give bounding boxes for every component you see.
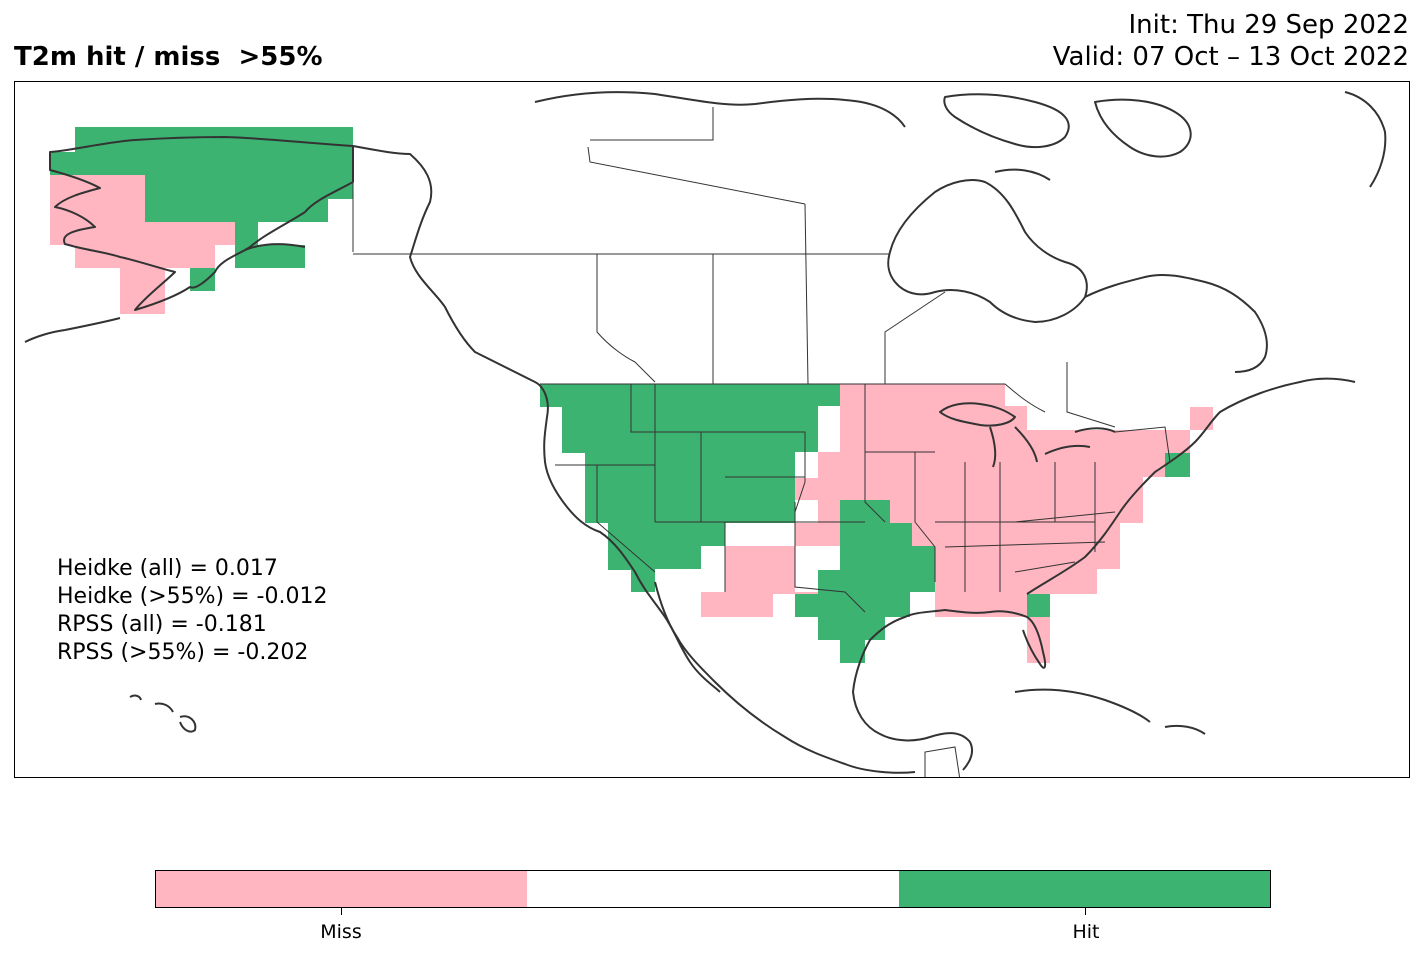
alaska-hit-cell xyxy=(235,245,305,268)
colorbar xyxy=(155,870,1271,908)
init-date: Init: Thu 29 Sep 2022 xyxy=(1128,10,1409,40)
florida-hit-cell xyxy=(1027,594,1050,617)
alaska-hit-cell xyxy=(235,222,258,245)
colorbar-label-hit: Hit xyxy=(1072,921,1100,943)
west-hit-region xyxy=(540,384,840,592)
colorbar-label-miss: Miss xyxy=(320,921,362,943)
coastlines xyxy=(24,91,1387,774)
alaska-miss-region xyxy=(50,175,235,314)
map-canvas xyxy=(24,91,1387,777)
rpss-55-score: RPSS (>55%) = -0.202 xyxy=(57,640,309,665)
map-title: T2m hit / miss >55% xyxy=(14,42,323,72)
rpss-all-score: RPSS (all) = -0.181 xyxy=(57,612,267,637)
southwest-miss-region xyxy=(701,500,840,617)
skill-scores: Heidke (all) = 0.017 Heidke (>55%) = -0.… xyxy=(57,555,327,667)
colorbar-tick-hit xyxy=(1085,908,1086,915)
colorbar-tick-miss xyxy=(341,908,342,915)
heidke-all-score: Heidke (all) = 0.017 xyxy=(57,556,278,581)
alaska-hit-cell xyxy=(190,268,215,291)
central-east-miss-region xyxy=(795,384,1213,663)
south-central-hit-region xyxy=(795,500,935,663)
political-borders xyxy=(352,107,1171,777)
alaska-hit-region xyxy=(50,127,353,222)
colorbar-hit-segment xyxy=(898,871,1270,907)
heidke-55-score: Heidke (>55%) = -0.012 xyxy=(57,584,328,609)
valid-period: Valid: 07 Oct – 13 Oct 2022 xyxy=(1052,42,1409,72)
colorbar-none-segment xyxy=(527,871,899,907)
map-frame[interactable] xyxy=(14,81,1410,778)
colorbar-miss-segment xyxy=(156,871,528,907)
